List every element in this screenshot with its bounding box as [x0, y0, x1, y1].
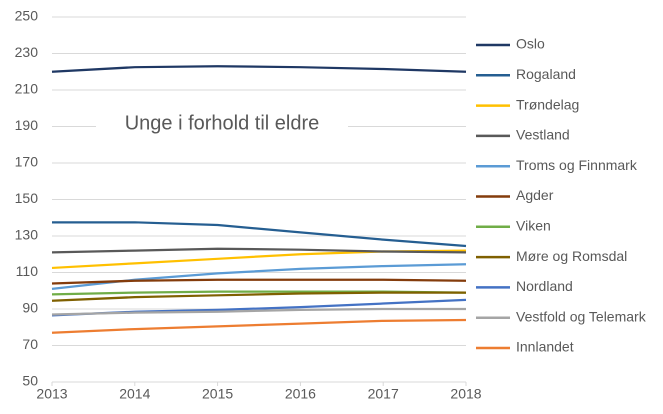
legend-label: Innlandet	[516, 339, 574, 355]
x-tick-label: 2018	[450, 386, 481, 402]
series-line	[51, 278, 467, 285]
legend-label: Oslo	[516, 36, 545, 52]
y-tick-label: 90	[22, 300, 38, 316]
series-line	[52, 221, 467, 248]
x-tick-label: 2016	[285, 386, 316, 402]
chart-title: Unge i forhold til eldre	[125, 112, 320, 134]
legend-label: Nordland	[516, 278, 573, 294]
series-line	[51, 247, 467, 254]
series-line	[51, 65, 467, 73]
y-tick-label: 110	[16, 263, 39, 279]
legend-label: Møre og Romsdal	[516, 248, 627, 264]
series-line	[51, 291, 466, 302]
y-tick-label: 170	[15, 154, 39, 170]
y-tick-label: 230	[15, 44, 39, 60]
legend-label: Agder	[516, 187, 554, 203]
legend-label: Vestland	[516, 127, 570, 143]
y-tick-label: 150	[15, 190, 39, 206]
series-line	[51, 307, 466, 316]
x-tick-label: 2014	[119, 386, 150, 402]
x-tick-label: 2013	[36, 386, 67, 402]
legend-label: Rogaland	[516, 66, 576, 82]
series-line	[51, 263, 467, 291]
legend-label: Vestfold og Telemark	[516, 308, 647, 324]
y-tick-label: 70	[22, 336, 38, 352]
legend-label: Troms og Finnmark	[516, 157, 638, 173]
chart-title-background	[96, 110, 348, 138]
series-line	[51, 318, 467, 334]
legend-label: Trøndelag	[516, 96, 579, 112]
x-tick-label: 2017	[368, 386, 399, 402]
y-tick-label: 190	[15, 117, 39, 133]
legend-label: Viken	[516, 218, 551, 234]
x-tick-label: 2015	[202, 386, 233, 402]
y-tick-label: 50	[22, 373, 38, 389]
y-tick-label: 130	[15, 227, 39, 243]
y-tick-label: 250	[15, 8, 39, 24]
y-tick-label: 210	[15, 81, 39, 97]
